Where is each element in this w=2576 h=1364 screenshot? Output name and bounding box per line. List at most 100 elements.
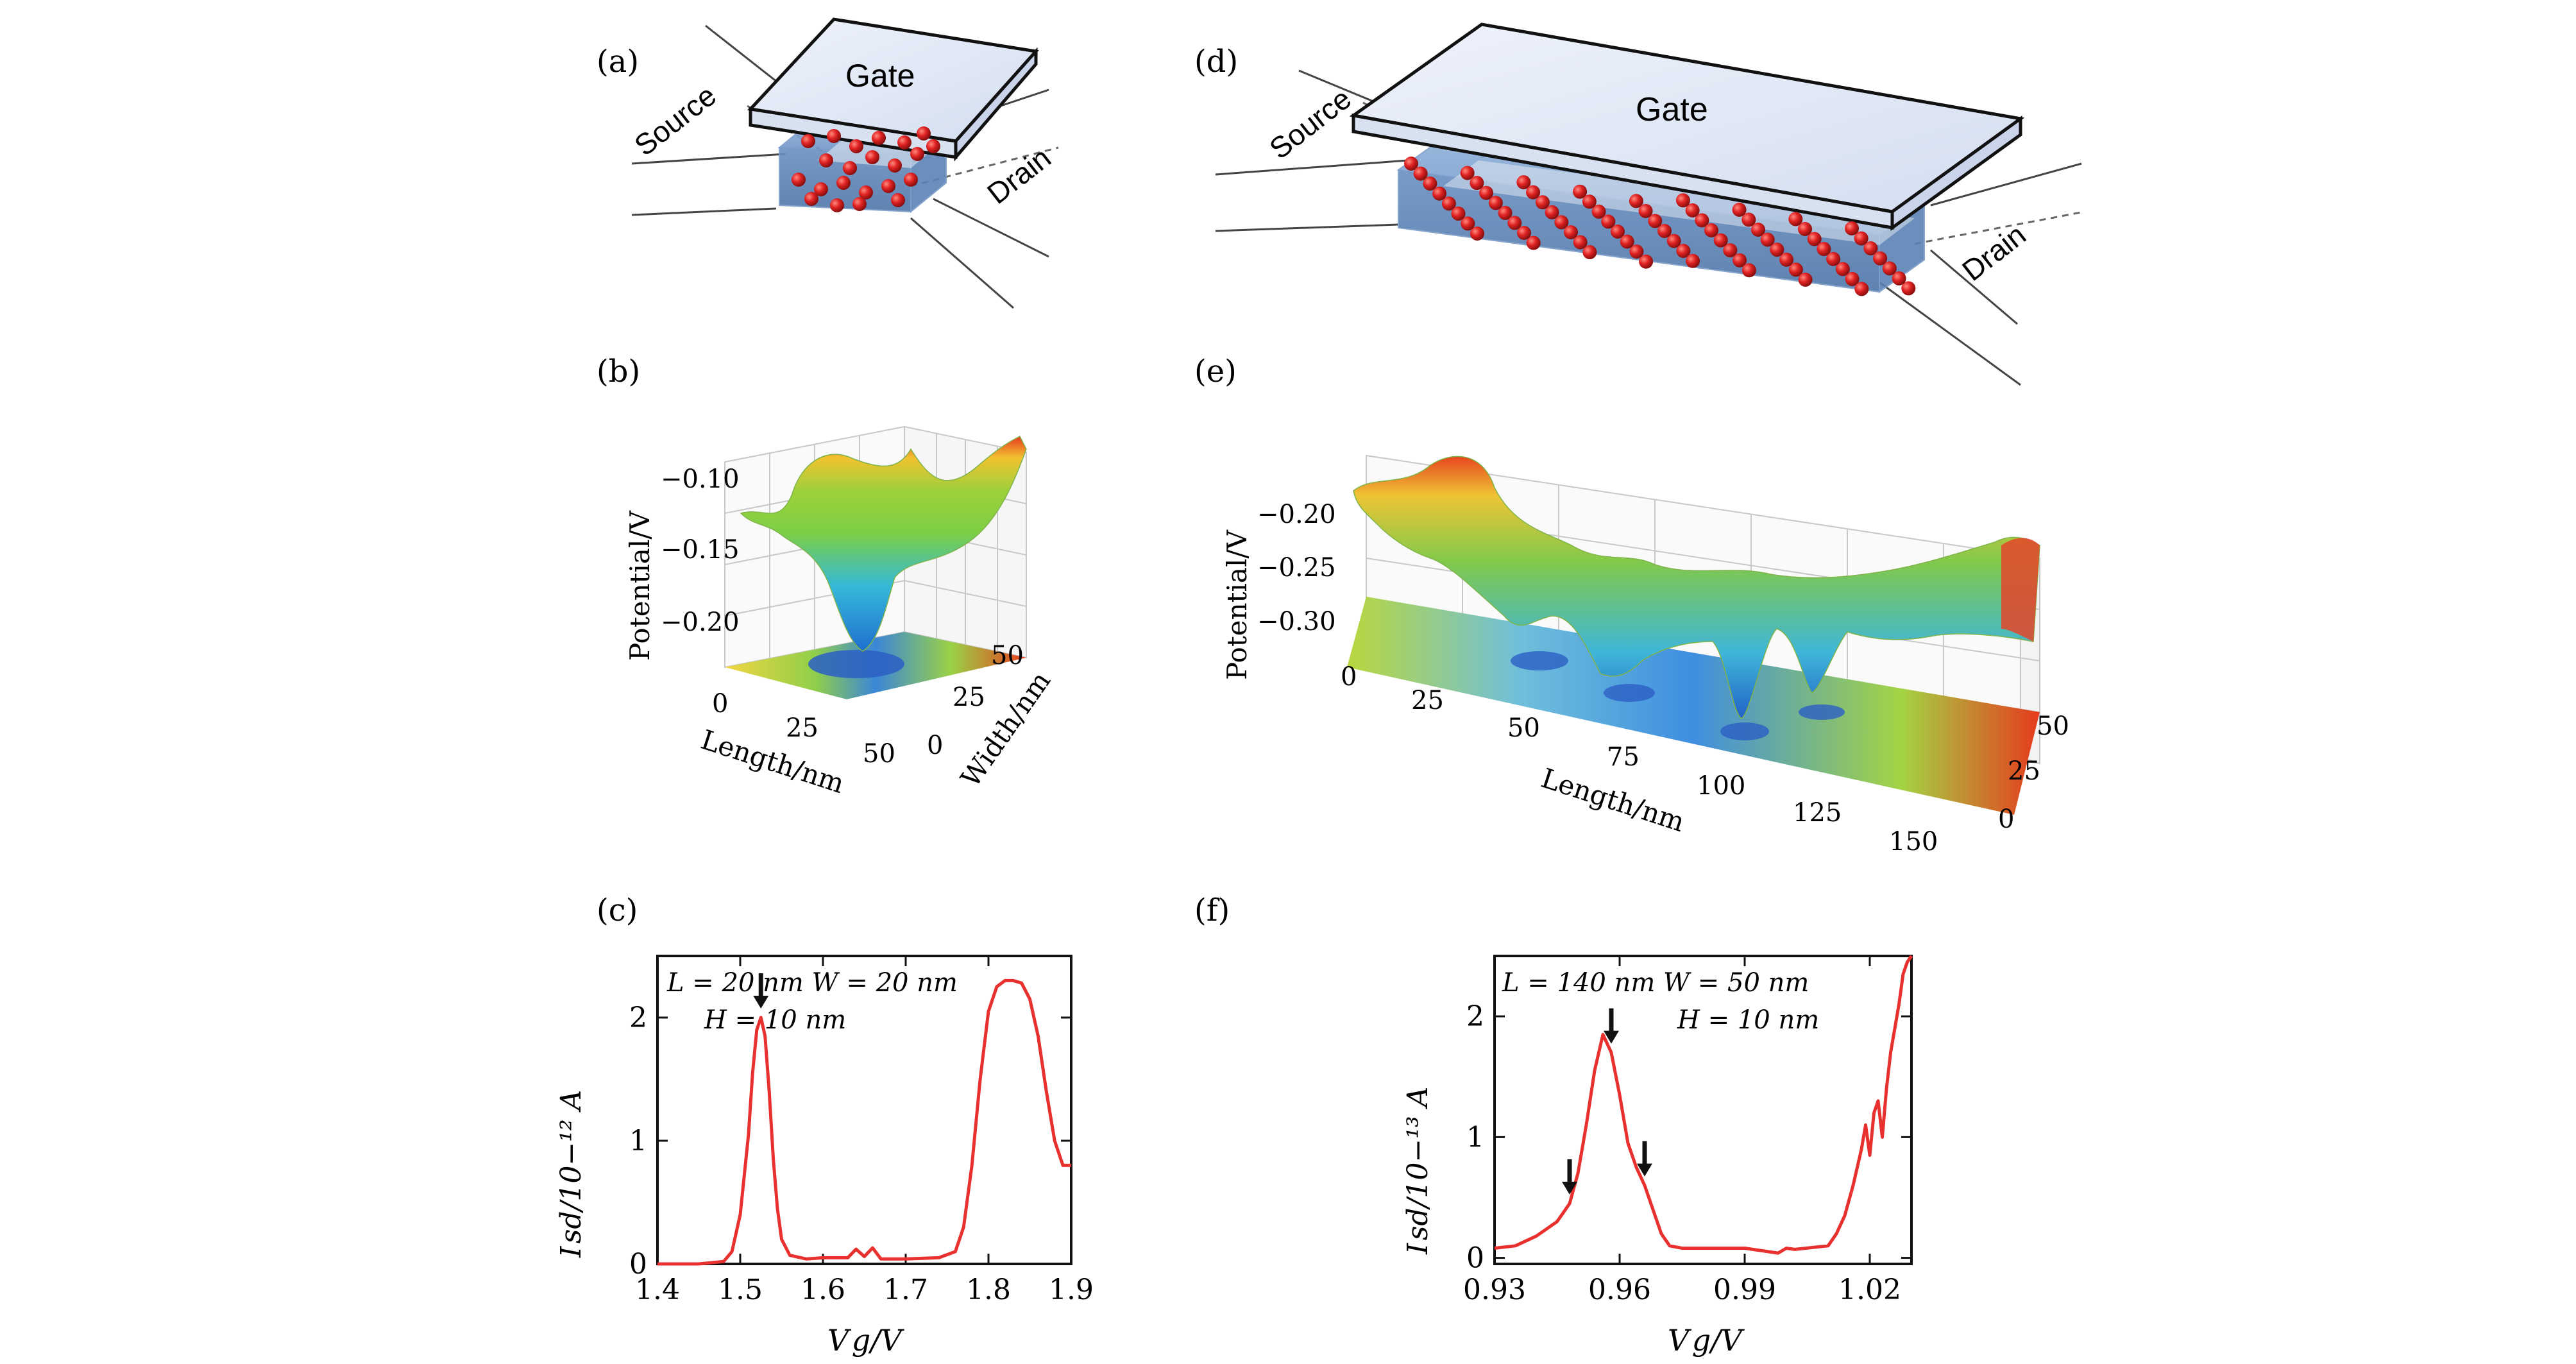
panel-b-xtick-1: 25 xyxy=(786,713,818,743)
panel-a-dot xyxy=(804,192,818,206)
panel-f-arrow xyxy=(1604,1008,1619,1044)
panel-d-dot xyxy=(1723,243,1738,258)
panel-d-dot xyxy=(1582,194,1597,209)
panel-f-ytick-label: 2 xyxy=(1466,1000,1484,1033)
panel-d-dot xyxy=(1770,243,1784,257)
panel-e-xtick-1: 25 xyxy=(1411,686,1444,715)
panel-b-ytick-0: 0 xyxy=(927,731,943,760)
panel-d-dot xyxy=(1470,176,1484,191)
panel-e-ytick-1: 25 xyxy=(2008,756,2040,786)
panel-f-ylabel: I sd/10−¹³ A xyxy=(1402,1087,1434,1255)
panel-d-dot xyxy=(1460,166,1475,180)
panel-a-dot xyxy=(872,131,886,145)
panel-c-xtick-label: 1.6 xyxy=(801,1274,845,1306)
panel-b-ztick-0: −0.10 xyxy=(661,465,740,494)
panel-a-dot xyxy=(881,179,895,193)
panel-d-dot xyxy=(1817,242,1831,257)
panel-f-frame xyxy=(1493,955,1913,1265)
panel-c-xtick-label: 1.8 xyxy=(966,1274,1011,1306)
panel-d-dot xyxy=(1629,194,1643,209)
panel-c-xlabel: V g/V xyxy=(827,1323,905,1358)
source-label-a: Source xyxy=(628,78,722,162)
panel-e-ytick-0: 0 xyxy=(1998,805,2014,834)
panel-f-arrow xyxy=(1562,1159,1577,1195)
panel-d-dot xyxy=(1741,212,1756,227)
panel-c-annotation-2: H = 10 nm xyxy=(704,1005,846,1035)
panel-a-dot xyxy=(827,129,841,143)
dopant-dots-a xyxy=(792,126,940,212)
panel-d-dot xyxy=(1685,203,1700,217)
panel-a-dot xyxy=(836,176,851,190)
panel-a-dot xyxy=(843,161,857,175)
panel-b-xlabel: Length/nm xyxy=(697,724,848,799)
panel-d-dot xyxy=(1845,271,1860,286)
panel-c: (c) 1.4 1.5 1.6 1.7 1.8 1.9 0 1 2 L = 20 nm W = … xyxy=(555,892,1094,1358)
panel-d-dot xyxy=(1798,222,1812,236)
panel-e-ytick-2: 50 xyxy=(2037,712,2069,741)
panel-d-dot xyxy=(1826,251,1841,266)
panel-e-xtick-5: 125 xyxy=(1793,798,1842,828)
panel-d-dot xyxy=(1779,252,1794,267)
panel-a-dot xyxy=(819,153,833,167)
panel-d-dot xyxy=(1648,214,1663,228)
panel-d-dot xyxy=(1498,205,1513,220)
panel-a: (a) Gate Source Drain xyxy=(597,17,1059,309)
panel-e-surface xyxy=(1353,456,2040,719)
panel-d-dot xyxy=(1882,261,1897,276)
panel-f-arrows xyxy=(1562,1008,1652,1195)
panel-a-dot xyxy=(814,182,828,196)
panel-a-label: (a) xyxy=(597,44,639,80)
panel-b-label: (b) xyxy=(597,354,640,389)
panel-b-xtick-0: 0 xyxy=(712,689,728,719)
source-label-d: Source xyxy=(1263,81,1357,166)
panel-a-dot xyxy=(910,147,924,161)
panel-b-zlabel: Potential/V xyxy=(624,510,656,661)
panel-d-dot xyxy=(1629,244,1644,259)
panel-d-dot xyxy=(1873,251,1888,266)
panel-f-ytick-label: 0 xyxy=(1466,1242,1484,1275)
panel-d: (d) Gate Source Drain xyxy=(1194,22,2085,386)
panel-d-dot xyxy=(1564,225,1578,239)
panel-d-dot xyxy=(1554,215,1569,230)
panel-a-dot xyxy=(888,158,902,173)
panel-e-xtick-6: 150 xyxy=(1889,827,1938,857)
panel-d-dot xyxy=(1901,281,1916,296)
panel-f-xlabel: V g/V xyxy=(1668,1323,1745,1358)
panel-d-dot xyxy=(1432,186,1447,201)
panel-c-label: (c) xyxy=(597,892,638,928)
panel-c-xtick-label: 1.5 xyxy=(718,1274,763,1306)
panel-f: (f) 0.93 0.96 0.99 1.02 0 1 2 L = 140 nm W = 5… xyxy=(1194,892,1913,1358)
panel-d-dot xyxy=(1413,166,1428,181)
panel-b: (b) −0.10 −0.15 −0.20 Potential/V 0 25 5… xyxy=(597,354,1056,799)
panel-e-xtick-3: 75 xyxy=(1607,742,1640,772)
panel-a-dot xyxy=(801,134,815,148)
panel-a-dot xyxy=(849,139,863,153)
panel-d-dot xyxy=(1573,235,1588,250)
panel-a-dot xyxy=(865,150,879,164)
panel-f-annotation-1: L = 140 nm W = 50 nm xyxy=(1502,968,1809,998)
panel-c-curve xyxy=(657,978,1071,1266)
panel-a-dot xyxy=(904,173,918,187)
panel-b-ytick-1: 25 xyxy=(953,683,985,712)
panel-d-dot xyxy=(1461,216,1475,231)
panel-e-xtick-2: 50 xyxy=(1507,713,1540,743)
panel-c-arrow xyxy=(753,973,769,1009)
panel-a-dot xyxy=(917,126,931,141)
panel-f-xtick-label: 0.93 xyxy=(1463,1274,1526,1306)
panel-d-dot xyxy=(1892,271,1906,286)
panel-c-ytick-label: 1 xyxy=(629,1125,647,1157)
panel-a-dot xyxy=(926,139,940,153)
panel-d-dot xyxy=(1638,203,1653,218)
panel-b-ytick-2: 50 xyxy=(991,641,1024,670)
panel-d-dot xyxy=(1517,226,1531,240)
panel-e-zlabel: Potential/V xyxy=(1221,529,1253,680)
panel-d-dot xyxy=(1516,175,1531,190)
panel-f-annotation-2: H = 10 nm xyxy=(1677,1005,1819,1035)
panel-d-dot xyxy=(1441,196,1456,211)
panel-d-dot xyxy=(1835,262,1850,277)
panel-d-dot xyxy=(1423,176,1437,191)
panel-d-dot xyxy=(1732,202,1747,217)
panel-d-dot xyxy=(1573,184,1588,199)
gate-label-d: Gate xyxy=(1636,91,1708,128)
